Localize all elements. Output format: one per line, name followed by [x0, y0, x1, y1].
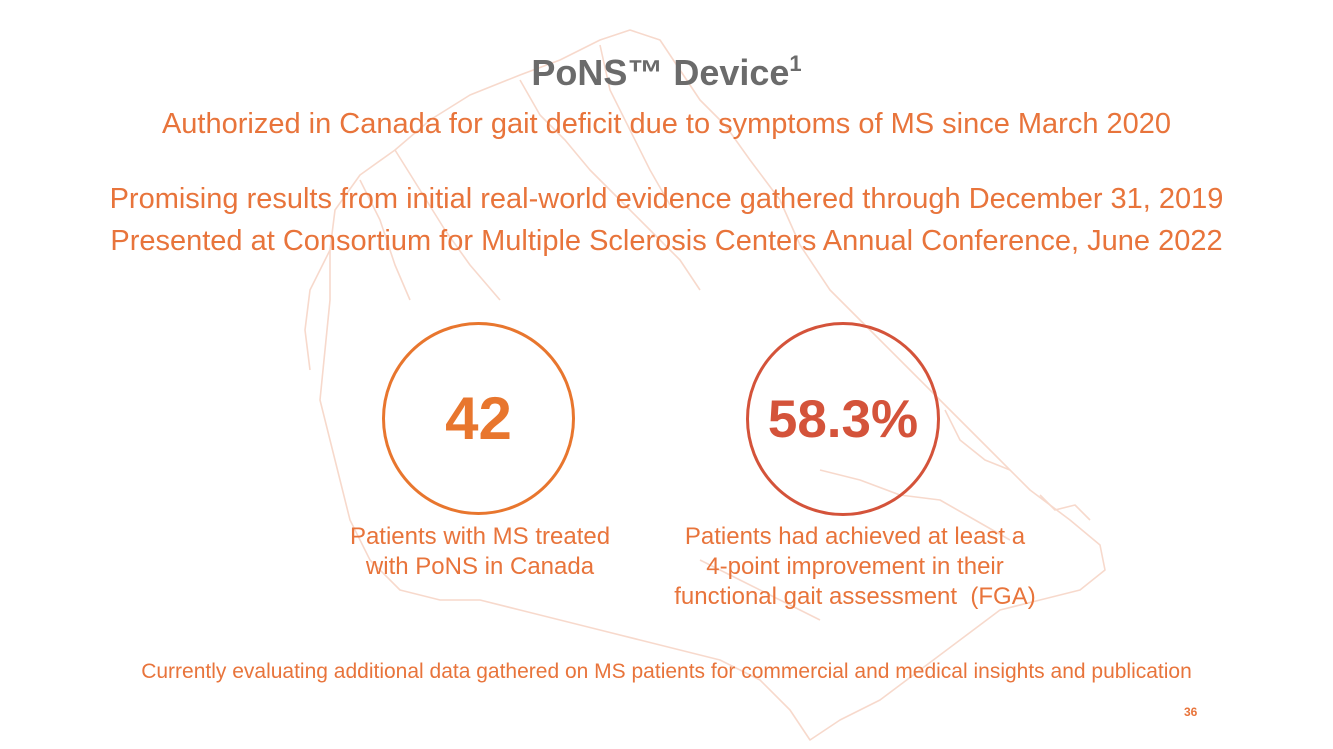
footer-note: Currently evaluating additional data gat… — [141, 660, 1192, 683]
evidence-line-1: Promising results from initial real-worl… — [109, 183, 1224, 215]
stat-value-improvement: 58.3% — [767, 389, 919, 449]
caption-line: with PoNS in Canada — [365, 553, 595, 580]
title-text: PoNS™ Device — [531, 52, 790, 93]
slide-title: PoNS™ Device1 — [0, 52, 1333, 94]
stat-caption-patients-treated: Patients with MS treated with PoNS in Ca… — [320, 522, 640, 582]
evidence-line-2: Presented at Consortium for Multiple Scl… — [110, 225, 1223, 257]
stat-circle-improvement: 58.3% — [746, 322, 940, 516]
stat-circle-patients-treated: 42 — [382, 322, 575, 515]
caption-line: Patients with MS treated — [349, 523, 611, 550]
subtitle: Authorized in Canada for gait deficit du… — [161, 108, 1172, 140]
stat-value-patients-treated: 42 — [445, 385, 512, 452]
caption-line: Patients had achieved at least a — [684, 523, 1026, 550]
title-footnote-marker: 1 — [789, 51, 802, 76]
page-number: 36 — [1184, 705, 1198, 719]
caption-line: functional gait assessment (FGA) — [674, 583, 1036, 610]
stat-caption-improvement: Patients had achieved at least a 4-point… — [640, 522, 1070, 612]
caption-line: 4-point improvement in their — [706, 553, 1004, 580]
